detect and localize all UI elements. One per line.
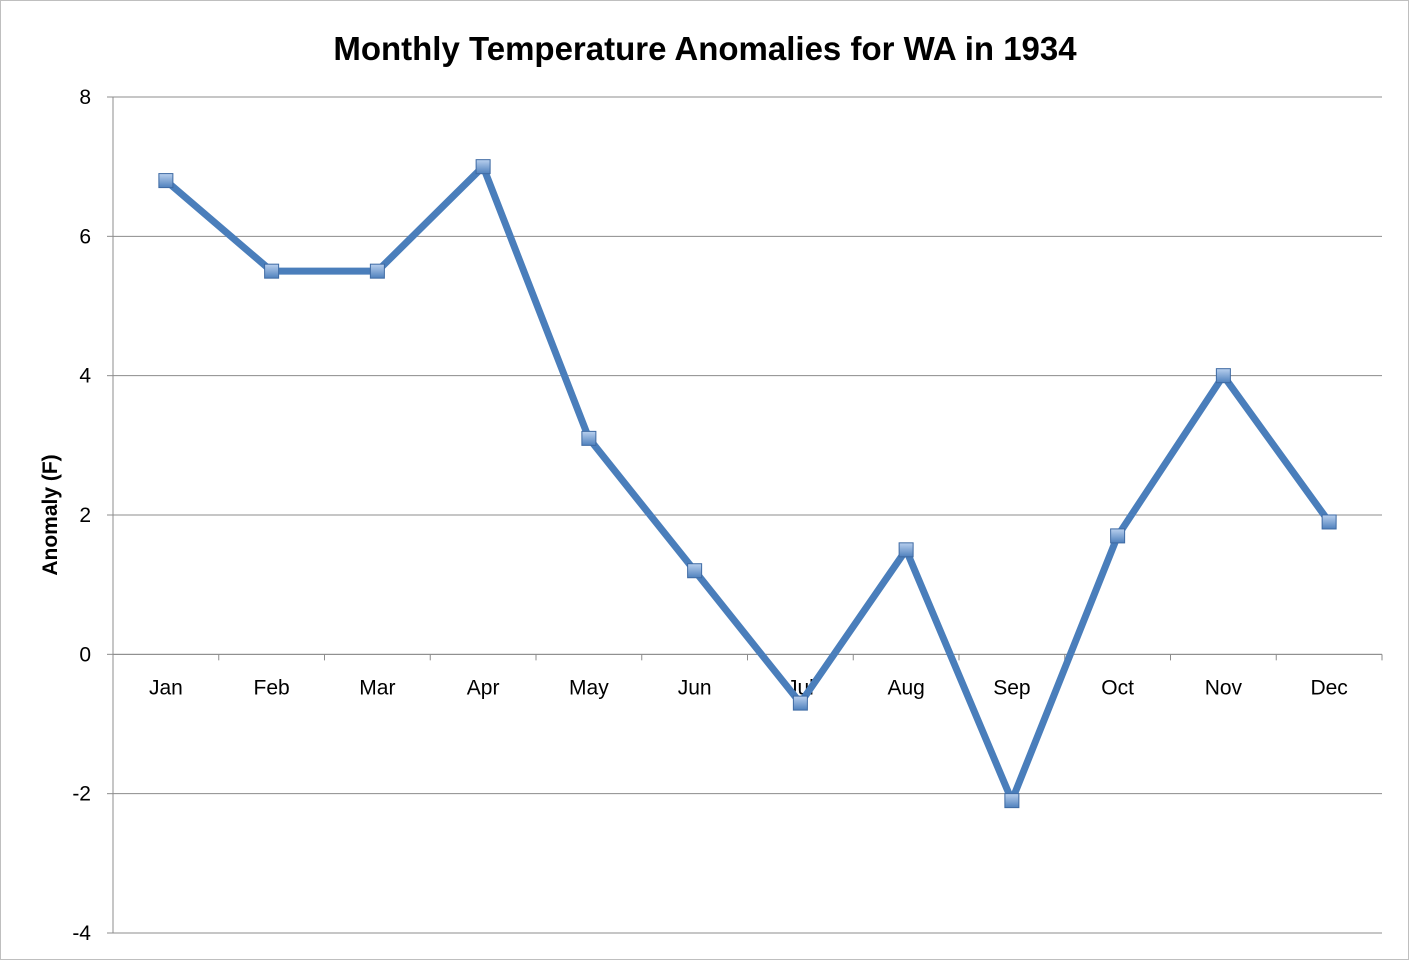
- x-tick-labels: Jan Feb Mar Apr May Jun Jul Aug Sep Oct Nov Dec: [149, 676, 1348, 699]
- data-point-sep: [1004, 793, 1020, 809]
- chart-title: Monthly Temperature Anomalies for WA in …: [333, 30, 1077, 67]
- data-point-jul: [792, 695, 808, 711]
- x-tick-label-dec: Dec: [1310, 676, 1347, 699]
- data-point-mar: [369, 263, 385, 279]
- data-point-feb: [264, 263, 280, 279]
- data-point-jan: [158, 173, 174, 189]
- x-tick-label-feb: Feb: [254, 676, 290, 699]
- series-layer: [158, 159, 1337, 809]
- y-tick-label: -2: [72, 783, 91, 806]
- y-axis-label: Anomaly (F): [39, 454, 62, 575]
- x-tick-label-nov: Nov: [1205, 676, 1243, 699]
- y-tick-label: -4: [72, 922, 91, 945]
- data-point-dec: [1321, 514, 1337, 530]
- data-point-apr: [475, 159, 491, 175]
- y-tick-labels: -4 -2 0 2 4 6 8: [72, 86, 91, 945]
- y-tick-label: 8: [79, 86, 91, 109]
- data-point-may: [581, 430, 597, 446]
- y-tick-label: 0: [79, 643, 91, 666]
- data-point-jun: [687, 563, 703, 579]
- series-line: [162, 163, 1333, 805]
- x-tick-label-jun: Jun: [678, 676, 712, 699]
- x-tick-label-aug: Aug: [887, 676, 924, 699]
- x-tick-label-jan: Jan: [149, 676, 183, 699]
- axes: [107, 96, 1383, 934]
- data-point-oct: [1110, 528, 1126, 544]
- y-tick-label: 6: [79, 225, 91, 248]
- data-point-nov: [1215, 368, 1231, 384]
- y-tick-label: 4: [79, 365, 91, 388]
- x-tick-label-apr: Apr: [467, 676, 500, 699]
- x-tick-label-oct: Oct: [1101, 676, 1134, 699]
- x-tick-label-sep: Sep: [993, 676, 1030, 699]
- gridlines: [113, 96, 1382, 934]
- data-point-aug: [898, 542, 914, 558]
- x-tick-label-may: May: [569, 676, 609, 699]
- x-tick-label-mar: Mar: [359, 676, 395, 699]
- y-tick-label: 2: [79, 504, 91, 527]
